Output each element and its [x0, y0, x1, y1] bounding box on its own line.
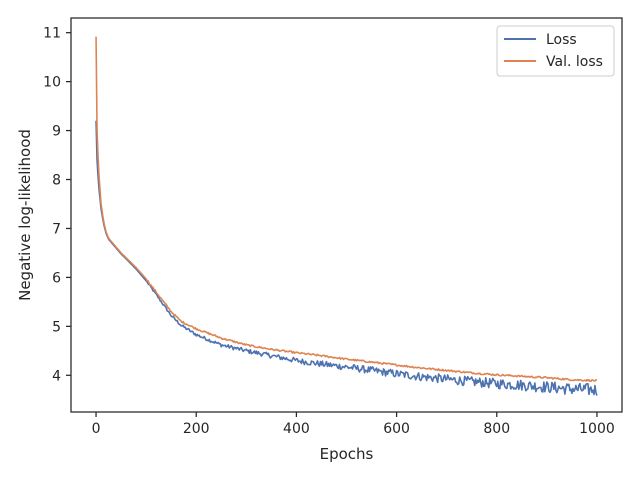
- series-line-val-loss: [95, 36, 598, 383]
- x-tick-label: 1000: [579, 421, 615, 437]
- x-tick-label: 400: [283, 421, 310, 437]
- x-tick-label: 600: [383, 421, 410, 437]
- y-axis-label: Negative log-likelihood: [16, 129, 34, 301]
- series-layer: [95, 36, 598, 396]
- plot-frame: [70, 17, 623, 413]
- legend-label-loss: Loss: [546, 32, 577, 48]
- y-tick-label: 6: [52, 270, 61, 286]
- series-line-loss: [95, 120, 598, 396]
- legend: Loss Val. loss: [496, 25, 615, 77]
- y-tick-label: 11: [43, 26, 61, 42]
- y-tick-label: 7: [52, 221, 61, 237]
- x-axis-label: Epochs: [320, 445, 374, 463]
- x-tick-label: 0: [92, 421, 101, 437]
- y-tick-label: 8: [52, 173, 61, 189]
- x-axis: 0 200 400 600 800 1000: [92, 412, 615, 437]
- y-tick-label: 9: [52, 124, 61, 140]
- y-tick-label: 10: [43, 75, 61, 91]
- legend-label-val-loss: Val. loss: [546, 54, 603, 70]
- y-tick-label: 4: [52, 368, 61, 384]
- y-tick-label: 5: [52, 319, 61, 335]
- x-tick-label: 200: [183, 421, 210, 437]
- y-axis: 4 5 6 7 8 9 10 11: [43, 26, 71, 384]
- x-tick-label: 800: [483, 421, 510, 437]
